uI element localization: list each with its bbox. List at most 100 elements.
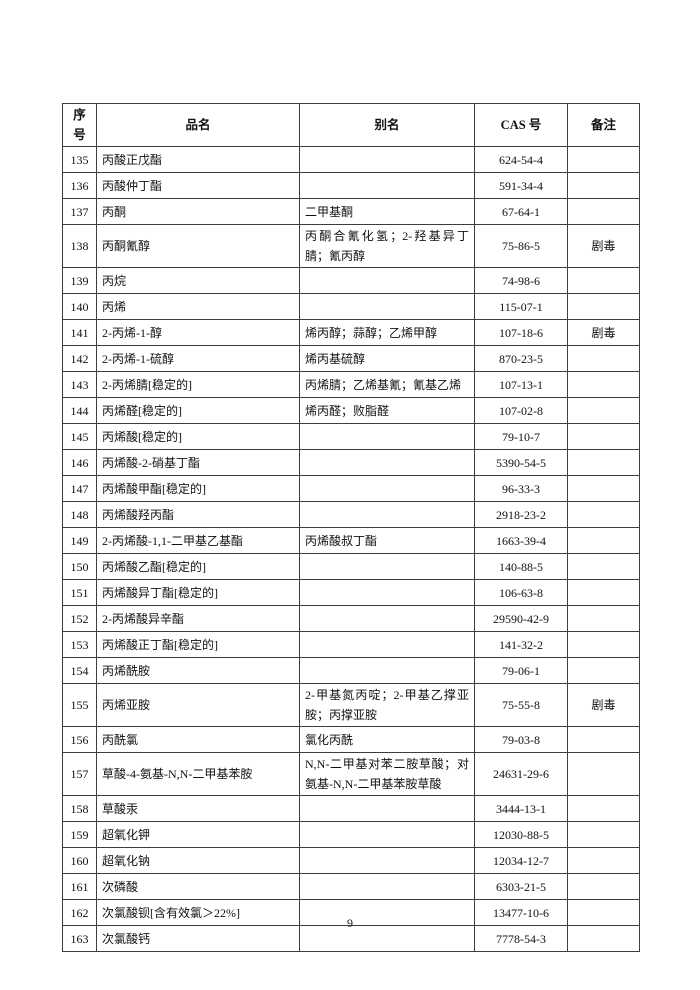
- cell-cas-number: 75-55-8: [474, 683, 568, 727]
- table-row: 145 丙烯酸[稳定的] 79-10-7: [62, 423, 640, 450]
- cell-serial-number: 156: [62, 726, 97, 753]
- table-row: 148 丙烯酸羟丙酯 2918-23-2: [62, 501, 640, 528]
- cell-serial-number: 140: [62, 293, 97, 320]
- cell-serial-number: 157: [62, 752, 97, 796]
- cell-remark: [567, 657, 640, 684]
- cell-serial-number: 143: [62, 371, 97, 398]
- cell-cas-number: 79-10-7: [474, 423, 568, 450]
- cell-product-name: 丙烯: [96, 293, 300, 320]
- cell-serial-number: 145: [62, 423, 97, 450]
- table-body: 135 丙酸正戊酯 624-54-4 136 丙酸仲丁酯 591-34-4 13…: [62, 146, 640, 952]
- cell-remark: [567, 821, 640, 848]
- cell-alias: 烯丙醇；蒜醇；乙烯甲醇: [299, 319, 475, 346]
- cell-cas-number: 79-03-8: [474, 726, 568, 753]
- cell-product-name: 2-丙烯-1-醇: [96, 319, 300, 346]
- cell-product-name: 丙烯酸羟丙酯: [96, 501, 300, 528]
- cell-alias: [299, 579, 475, 606]
- cell-alias: [299, 172, 475, 199]
- cell-remark: [567, 449, 640, 476]
- cell-product-name: 超氧化钠: [96, 847, 300, 874]
- cell-cas-number: 6303-21-5: [474, 873, 568, 900]
- cell-alias: 烯丙基硫醇: [299, 345, 475, 372]
- cell-remark: [567, 553, 640, 580]
- cell-cas-number: 624-54-4: [474, 146, 568, 173]
- cell-serial-number: 162: [62, 899, 97, 926]
- table-row: 156 丙酰氯 氯化丙酰 79-03-8: [62, 726, 640, 753]
- cell-alias: [299, 146, 475, 173]
- cell-cas-number: 75-86-5: [474, 224, 568, 268]
- cell-alias: [299, 423, 475, 450]
- cell-cas-number: 591-34-4: [474, 172, 568, 199]
- cell-alias: [299, 475, 475, 502]
- cell-remark: [567, 501, 640, 528]
- table-row: 161 次磷酸 6303-21-5: [62, 873, 640, 900]
- cell-product-name: 丙烯醛[稳定的]: [96, 397, 300, 424]
- cell-cas-number: 29590-42-9: [474, 605, 568, 632]
- table-row: 155 丙烯亚胺 2-甲基氮丙啶；2-甲基乙撑亚胺；丙撑亚胺 75-55-8 剧…: [62, 683, 640, 727]
- cell-serial-number: 155: [62, 683, 97, 727]
- cell-cas-number: 12034-12-7: [474, 847, 568, 874]
- cell-alias: [299, 873, 475, 900]
- cell-cas-number: 140-88-5: [474, 553, 568, 580]
- cell-cas-number: 141-32-2: [474, 631, 568, 658]
- cell-serial-number: 141: [62, 319, 97, 346]
- cell-product-name: 次氯酸钡[含有效氯＞22%]: [96, 899, 300, 926]
- cell-remark: [567, 397, 640, 424]
- cell-remark: [567, 726, 640, 753]
- cell-alias: [299, 293, 475, 320]
- cell-serial-number: 150: [62, 553, 97, 580]
- cell-product-name: 草酸-4-氨基-N,N-二甲基苯胺: [96, 752, 300, 796]
- cell-product-name: 次氯酸钙: [96, 925, 300, 952]
- table-row: 157 草酸-4-氨基-N,N-二甲基苯胺 N,N-二甲基对苯二胺草酸；对氨基-…: [62, 752, 640, 796]
- cell-alias: [299, 501, 475, 528]
- cell-product-name: 2-丙烯酸-1,1-二甲基乙基酯: [96, 527, 300, 554]
- table-header-row: 序号 品名 别名 CAS 号 备注: [62, 103, 640, 147]
- cell-remark: [567, 873, 640, 900]
- header-cas-number: CAS 号: [474, 103, 568, 147]
- cell-serial-number: 153: [62, 631, 97, 658]
- cell-cas-number: 3444-13-1: [474, 795, 568, 822]
- table-row: 160 超氧化钠 12034-12-7: [62, 847, 640, 874]
- cell-remark: [567, 847, 640, 874]
- cell-serial-number: 163: [62, 925, 97, 952]
- cell-remark: [567, 371, 640, 398]
- table-row: 144 丙烯醛[稳定的] 烯丙醛；败脂醛 107-02-8: [62, 397, 640, 424]
- cell-product-name: 丙烯亚胺: [96, 683, 300, 727]
- cell-remark: [567, 345, 640, 372]
- cell-alias: 丙烯酸叔丁酯: [299, 527, 475, 554]
- table-row: 150 丙烯酸乙酯[稳定的] 140-88-5: [62, 553, 640, 580]
- cell-product-name: 2-丙烯酸异辛酯: [96, 605, 300, 632]
- cell-alias: [299, 605, 475, 632]
- header-remark: 备注: [567, 103, 640, 147]
- table-row: 146 丙烯酸-2-硝基丁酯 5390-54-5: [62, 449, 640, 476]
- cell-product-name: 丙烯酸甲酯[稳定的]: [96, 475, 300, 502]
- cell-cas-number: 107-02-8: [474, 397, 568, 424]
- cell-cas-number: 13477-10-6: [474, 899, 568, 926]
- cell-cas-number: 96-33-3: [474, 475, 568, 502]
- cell-product-name: 丙酰氯: [96, 726, 300, 753]
- page-number: 9: [347, 916, 353, 930]
- cell-product-name: 丙酸正戊酯: [96, 146, 300, 173]
- table-row: 136 丙酸仲丁酯 591-34-4: [62, 172, 640, 199]
- cell-cas-number: 24631-29-6: [474, 752, 568, 796]
- table-row: 163 次氯酸钙 7778-54-3: [62, 925, 640, 952]
- table-row: 159 超氧化钾 12030-88-5: [62, 821, 640, 848]
- table-row: 139 丙烷 74-98-6: [62, 267, 640, 294]
- table-row: 154 丙烯酰胺 79-06-1: [62, 657, 640, 684]
- cell-cas-number: 106-63-8: [474, 579, 568, 606]
- cell-remark: 剧毒: [567, 319, 640, 346]
- cell-serial-number: 137: [62, 198, 97, 225]
- cell-alias: [299, 795, 475, 822]
- cell-cas-number: 2918-23-2: [474, 501, 568, 528]
- cell-remark: [567, 527, 640, 554]
- cell-serial-number: 148: [62, 501, 97, 528]
- table-row: 151 丙烯酸异丁酯[稳定的] 106-63-8: [62, 579, 640, 606]
- cell-product-name: 丙烯酸正丁酯[稳定的]: [96, 631, 300, 658]
- cell-cas-number: 115-07-1: [474, 293, 568, 320]
- cell-cas-number: 1663-39-4: [474, 527, 568, 554]
- cell-alias: 氯化丙酰: [299, 726, 475, 753]
- cell-product-name: 超氧化钾: [96, 821, 300, 848]
- cell-alias: [299, 847, 475, 874]
- cell-remark: [567, 293, 640, 320]
